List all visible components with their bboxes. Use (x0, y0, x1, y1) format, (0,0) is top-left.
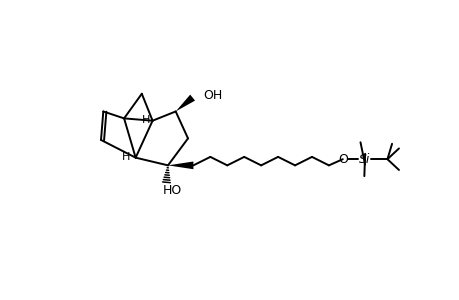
Text: OH: OH (203, 89, 222, 102)
Text: HO: HO (162, 184, 181, 197)
Polygon shape (175, 94, 195, 112)
Text: O: O (337, 153, 347, 166)
Text: H: H (141, 115, 150, 125)
Text: H: H (121, 152, 129, 162)
Text: Si: Si (358, 153, 369, 166)
Polygon shape (168, 161, 193, 169)
